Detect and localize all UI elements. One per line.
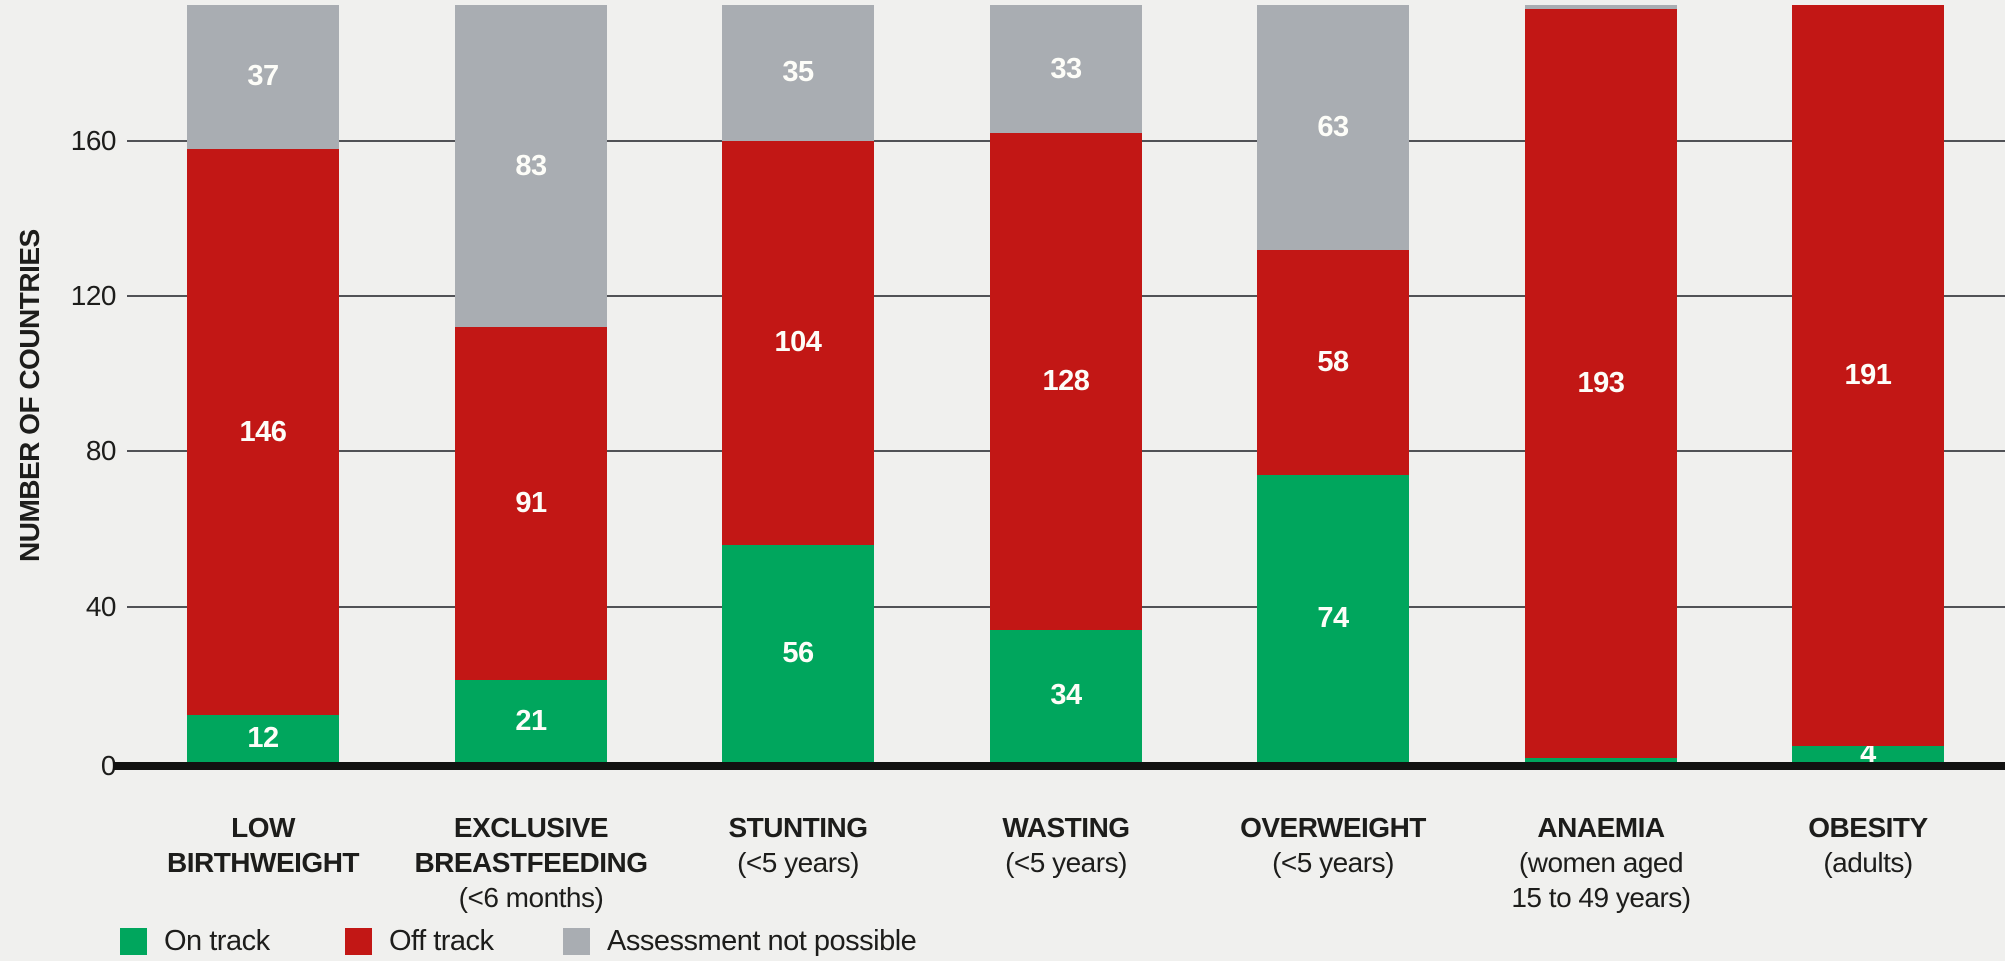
value-label-low-birthweight-0: 12 [247,722,279,755]
value-label-wasting-1: 128 [1042,365,1090,398]
y-tick-label-160: 160 [70,124,117,156]
bar-low-birthweight: 12 146 37 [187,5,339,762]
legend-item-assessment-not-possible: Assessment not possible [563,925,917,957]
category-label-exclusive-breastfeeding: EXCLUSIVE BREASTFEEDING (<6 months) [381,810,681,915]
legend-label: On track [164,925,270,957]
category-label-overweight: OVERWEIGHT (<5 years) [1183,810,1483,880]
bar-obesity: 4 191 [1792,5,1944,768]
x-axis-line [113,762,2005,770]
segment-on-track-low-birthweight: 12 [187,715,339,762]
y-tick-label-80: 80 [85,435,117,467]
value-label-obesity-0: 4 [1860,737,1876,770]
segment-off-track-low-birthweight: 146 [187,148,339,716]
segment-assessment-not-possible-wasting: 33 [990,5,1142,134]
segment-off-track-wasting: 128 [990,133,1142,630]
category-label-low-birthweight: LOW BIRTHWEIGHT [113,810,413,880]
value-label-overweight-0: 74 [1317,601,1349,634]
category-title-line: BIRTHWEIGHT [166,847,360,878]
segment-assessment-not-possible-low-birthweight: 37 [187,5,339,149]
segment-assessment-not-possible-stunting: 35 [722,5,874,141]
bar-anaemia: 193 [1525,5,1677,762]
category-subtitle-line: (women aged [1518,847,1684,878]
category-subtitle-line: (<5 years) [1272,847,1394,878]
value-label-wasting-2: 33 [1050,52,1082,85]
value-label-stunting-0: 56 [782,636,814,669]
value-label-overweight-1: 58 [1317,345,1349,378]
value-label-exclusive-breastfeeding-2: 83 [515,149,547,182]
value-label-wasting-0: 34 [1050,679,1082,712]
segment-off-track-stunting: 104 [722,140,874,545]
segment-on-track-anaemia [1525,758,1677,762]
value-label-low-birthweight-2: 37 [247,60,279,93]
legend-swatch-icon [120,927,147,955]
category-label-stunting: STUNTING (<5 years) [648,810,948,880]
y-tick-label-40: 40 [85,590,117,622]
value-label-stunting-1: 104 [774,326,822,359]
legend-swatch-icon [345,927,372,955]
segment-off-track-exclusive-breastfeeding: 91 [455,327,607,681]
category-title-line: BREASTFEEDING [414,847,648,878]
segment-on-track-exclusive-breastfeeding: 21 [455,680,607,762]
segment-off-track-overweight: 58 [1257,249,1409,475]
value-label-low-birthweight-1: 146 [239,415,287,448]
value-label-obesity-1: 191 [1844,359,1892,392]
bar-exclusive-breastfeeding: 21 91 83 [455,5,607,762]
bar-wasting: 34 128 33 [990,5,1142,762]
category-title-line: EXCLUSIVE [453,812,609,843]
category-subtitle-line: (<5 years) [1005,847,1127,878]
bar-stunting: 56 104 35 [722,5,874,762]
category-subtitle-line: (<5 years) [737,847,859,878]
category-title-line: STUNTING [728,812,868,843]
value-label-overweight-2: 63 [1317,110,1349,143]
category-title-line: OVERWEIGHT [1240,812,1426,843]
bar-overweight: 74 58 63 [1257,5,1409,762]
segment-assessment-not-possible-anaemia [1525,5,1677,9]
category-subtitle-line: (<6 months) [458,882,604,913]
segment-on-track-overweight: 74 [1257,474,1409,762]
y-tick-label-120: 120 [70,280,117,312]
category-subtitle-line: (adults) [1823,847,1913,878]
value-label-exclusive-breastfeeding-0: 21 [515,704,547,737]
category-title-line: ANAEMIA [1537,812,1665,843]
legend-label: Assessment not possible [607,925,917,957]
legend-swatch-icon [563,927,590,955]
segment-on-track-obesity: 4 [1792,739,1944,768]
category-label-anaemia: ANAEMIA (women aged 15 to 49 years) [1451,810,1751,915]
segment-on-track-stunting: 56 [722,544,874,762]
segment-on-track-wasting: 34 [990,630,1142,762]
value-label-anaemia-1: 193 [1577,367,1625,399]
value-label-stunting-2: 35 [782,56,814,89]
segment-assessment-not-possible-exclusive-breastfeeding: 83 [455,5,607,328]
category-title-line: OBESITY [1808,812,1928,843]
category-title-line: LOW [231,812,295,843]
y-tick-label-0: 0 [100,750,117,781]
value-label-exclusive-breastfeeding-1: 91 [515,487,547,520]
segment-off-track-anaemia: 193 [1525,8,1677,759]
category-label-obesity: OBESITY (adults) [1718,810,2005,880]
category-subtitle-line: 15 to 49 years) [1511,882,1691,913]
legend-item-on-track: On track [120,925,270,957]
legend-label: Off track [389,925,494,957]
segment-assessment-not-possible-overweight: 63 [1257,5,1409,250]
category-label-wasting: WASTING (<5 years) [916,810,1216,880]
category-title-line: WASTING [1002,812,1130,843]
segment-off-track-obesity: 191 [1792,5,1944,747]
legend-item-off-track: Off track [345,925,494,957]
